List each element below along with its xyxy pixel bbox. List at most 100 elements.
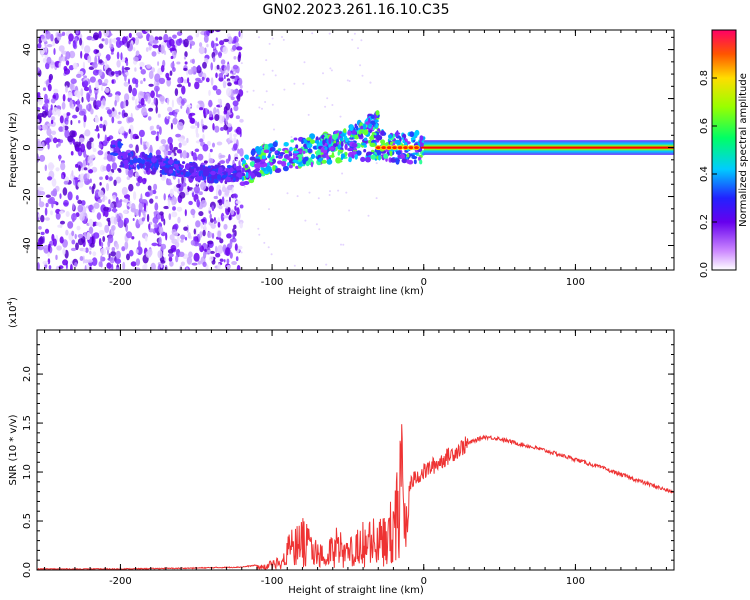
spectrogram-blob xyxy=(207,231,213,238)
spectrogram-blob xyxy=(171,201,175,206)
spectrogram-ridge-blob xyxy=(344,152,348,156)
spectrogram-blob xyxy=(191,65,197,75)
spectrogram-blob xyxy=(64,129,70,139)
spectrogram-blob xyxy=(135,258,141,266)
spectrogram-blob xyxy=(140,97,145,106)
spectrogram-marks xyxy=(37,30,674,270)
spectrogram-blob xyxy=(138,209,141,218)
spectrogram-blob xyxy=(236,158,239,161)
spectrogram-blob xyxy=(109,202,114,209)
spectrogram-blob xyxy=(172,206,176,211)
spectrogram-blob xyxy=(70,151,74,156)
spectrogram-ridge-blob xyxy=(263,162,268,167)
snr-x-tick-label: -100 xyxy=(261,576,284,587)
spectrogram-blob xyxy=(190,208,196,216)
snr-x-tick-label: -200 xyxy=(109,576,132,587)
spectrogram-blob xyxy=(83,86,90,92)
spectrogram-blob xyxy=(124,67,131,71)
spectrogram-blob xyxy=(223,259,226,263)
spectrogram-ridge-blob xyxy=(366,151,373,156)
spectrogram-blob xyxy=(125,61,129,66)
spectrogram-blob xyxy=(157,113,161,118)
spectrogram-blob xyxy=(139,66,143,70)
spectrogram-blob xyxy=(39,154,46,162)
spectrogram-blob xyxy=(91,142,95,149)
spectrogram-blob xyxy=(48,265,52,270)
spectrogram-blob xyxy=(79,256,84,261)
spectrogram-blob xyxy=(212,56,216,63)
spectrogram-blob xyxy=(144,235,148,242)
spectrogram-blob xyxy=(175,254,179,263)
spectrogram-blob xyxy=(113,216,118,225)
spectrogram-ridge-blob xyxy=(244,164,249,169)
spectrogram-blob xyxy=(115,114,121,119)
spectrogram-blob xyxy=(113,179,117,186)
figure-title: GN02.2023.261.16.10.C35 xyxy=(263,2,450,18)
spectrogram-blob xyxy=(130,261,137,267)
spectrogram-blob xyxy=(317,197,320,200)
spectrogram-blob xyxy=(141,217,145,222)
spectrogram-blob xyxy=(154,223,158,229)
spectrogram-ridge-blob xyxy=(363,137,368,141)
spectrogram-ridge-blob xyxy=(351,151,357,155)
spectrogram-blob xyxy=(243,185,246,188)
spectrogram-ridge-blob xyxy=(306,137,312,141)
spectrogram-blob xyxy=(201,76,205,81)
spectrogram-blob xyxy=(169,261,174,267)
spectrogram-blob xyxy=(123,217,129,225)
spectrogram-blob xyxy=(79,212,85,222)
spectrogram-blob xyxy=(137,176,143,184)
spectrogram-blob xyxy=(167,106,173,112)
spectrogram-blob xyxy=(155,87,158,97)
spectrogram-ridge-blob xyxy=(375,110,380,116)
spectrogram-blob xyxy=(215,37,218,42)
spectrogram-ridge-blob xyxy=(249,156,256,161)
spectrogram-blob xyxy=(188,82,191,87)
spectrogram-blob xyxy=(121,246,126,252)
spectrogram-blob xyxy=(186,35,193,41)
spectrogram-blob xyxy=(169,70,173,76)
spectrogram-blob xyxy=(100,248,107,255)
spectrogram-blob xyxy=(55,167,60,172)
spectrogram-blob xyxy=(230,209,235,216)
spectrogram-blob xyxy=(222,80,227,89)
spectrogram-blob xyxy=(69,83,73,90)
spectrogram-blob xyxy=(303,61,306,64)
spectrogram-blob xyxy=(230,107,233,114)
spectrogram-ridge-blob xyxy=(370,120,376,126)
spectrogram-blob xyxy=(58,45,65,52)
spectrogram-blob xyxy=(206,43,209,48)
spectrogram-blob xyxy=(218,198,223,206)
spectrogram-blob xyxy=(99,176,103,180)
spectrogram-ridge-blob xyxy=(249,161,255,167)
spectrogram-blob xyxy=(200,218,206,223)
spectrogram-blob xyxy=(139,91,145,96)
spectrogram-blob xyxy=(176,206,183,212)
spectrogram-blob xyxy=(40,231,45,236)
spectrogram-blob xyxy=(152,39,159,44)
spectrogram-blob xyxy=(271,37,274,40)
spectrogram-blob xyxy=(95,80,99,90)
spectrogram-blob xyxy=(226,265,231,269)
spectrogram-blob xyxy=(218,76,224,82)
spectrogram-blob xyxy=(170,122,173,130)
spectrogram-blob xyxy=(63,180,69,185)
spectrogram-ridge-blob xyxy=(262,167,266,172)
spectrogram-blob xyxy=(211,205,214,210)
spectrogram-ridge-blob xyxy=(155,155,160,159)
spectrogram-blob xyxy=(108,199,111,205)
spectrogram-blob xyxy=(265,90,268,93)
spectrogram-blob xyxy=(233,105,239,112)
spectrogram-blob xyxy=(150,125,154,130)
spectrogram-blob xyxy=(136,104,143,109)
spectrogram-blob xyxy=(93,232,100,239)
spectrogram-blob xyxy=(218,205,223,210)
spectrogram-blob xyxy=(143,202,147,212)
spectrogram-blob xyxy=(159,211,164,216)
colorbar: 0.0 0.2 0.4 0.6 0.8 Normalized spectral ampl… xyxy=(699,29,749,278)
spectrogram-blob xyxy=(236,46,243,51)
spectrogram-blob xyxy=(100,255,103,263)
spectrogram-ridge-blob xyxy=(147,155,152,158)
spectrogram-ridge-blob xyxy=(351,130,357,135)
spectrogram-blob xyxy=(239,148,244,157)
